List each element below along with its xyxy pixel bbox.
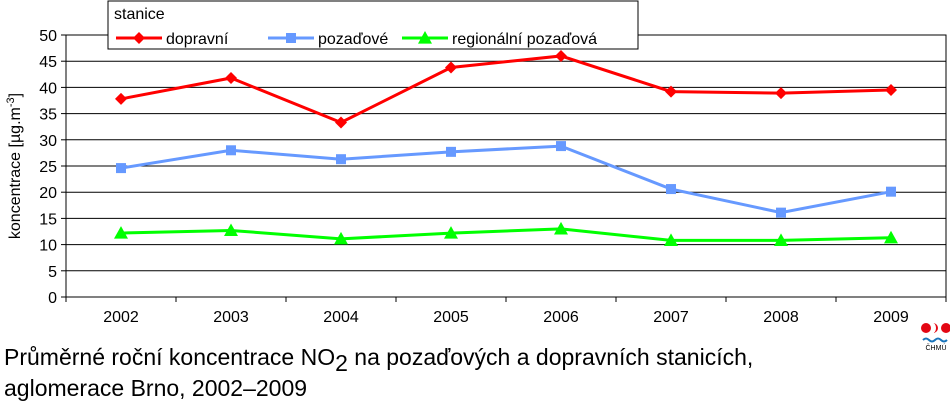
y-tick-label: 0 bbox=[48, 290, 57, 307]
x-tick-label: 2004 bbox=[323, 309, 359, 326]
data-point bbox=[225, 71, 237, 84]
legend-marker bbox=[133, 32, 145, 44]
data-point bbox=[776, 207, 786, 218]
data-point bbox=[884, 230, 898, 244]
x-tick-label: 2006 bbox=[543, 309, 579, 326]
caption-line-2: aglomerace Brno, 2002–2009 bbox=[4, 375, 308, 401]
chart-caption: Průměrné roční koncentrace NO2 na pozaďo… bbox=[4, 342, 753, 404]
logo-dot-left bbox=[921, 323, 931, 333]
x-tick-label: 2009 bbox=[873, 309, 909, 326]
x-tick-label: 2007 bbox=[653, 309, 689, 326]
x-tick-label: 2003 bbox=[213, 309, 249, 326]
legend-box bbox=[107, 0, 639, 50]
data-point bbox=[774, 233, 788, 247]
data-point bbox=[665, 85, 677, 98]
y-tick-label: 45 bbox=[39, 54, 57, 71]
legend: stanice dopravní pozaďové regionální pozaď… bbox=[107, 0, 639, 50]
series-2 bbox=[116, 141, 896, 218]
logo-crescent bbox=[933, 323, 938, 333]
data-point bbox=[334, 231, 348, 245]
data-point bbox=[116, 163, 126, 174]
y-tick-label: 5 bbox=[48, 264, 57, 281]
logo-dot-right bbox=[941, 323, 950, 333]
data-point bbox=[115, 92, 127, 105]
x-tick-label: 2008 bbox=[763, 309, 799, 326]
data-point bbox=[554, 221, 568, 235]
x-tick-label: 2002 bbox=[103, 309, 139, 326]
data-point bbox=[335, 116, 347, 129]
y-tick-label: 25 bbox=[39, 159, 57, 176]
y-tick-label: 20 bbox=[39, 185, 57, 202]
series-line bbox=[120, 54, 892, 125]
data-point bbox=[666, 184, 676, 195]
data-point bbox=[226, 145, 236, 156]
y-tick-label: 40 bbox=[39, 80, 57, 97]
series-layer bbox=[114, 49, 898, 247]
y-tick-label: 35 bbox=[39, 107, 57, 124]
legend-marker bbox=[418, 31, 432, 44]
data-point bbox=[555, 49, 567, 62]
y-axis: 0 5 10 15 20 25 30 35 40 45 50 bbox=[39, 28, 66, 307]
logo-wave bbox=[922, 337, 948, 343]
x-tick-label: 2005 bbox=[433, 309, 469, 326]
data-point bbox=[664, 233, 678, 247]
data-point bbox=[445, 61, 457, 74]
legend-entry: pozaďové bbox=[268, 31, 388, 48]
series-line bbox=[120, 144, 892, 215]
x-axis: 2002 2003 2004 2005 2006 2007 2008 2009 bbox=[65, 297, 947, 326]
series-1 bbox=[115, 49, 897, 129]
data-point bbox=[446, 146, 456, 157]
legend-entry: dopravní bbox=[116, 31, 229, 48]
logo-text: ČHMÚ bbox=[926, 343, 947, 352]
data-point bbox=[114, 226, 128, 239]
legend-title: stanice bbox=[114, 6, 165, 23]
legend-label: pozaďové bbox=[318, 31, 388, 48]
data-point bbox=[886, 186, 896, 197]
data-point bbox=[224, 223, 238, 237]
data-point bbox=[336, 154, 346, 165]
y-tick-label: 50 bbox=[39, 28, 57, 45]
y-tick-label: 10 bbox=[39, 238, 57, 255]
y-axis-label: koncentrace [µg.m-3] bbox=[5, 93, 24, 239]
data-point bbox=[556, 141, 566, 152]
y-tick-label: 15 bbox=[39, 211, 57, 228]
legend-entry: regionální pozaďová bbox=[402, 31, 597, 48]
legend-label: regionální pozaďová bbox=[452, 31, 597, 48]
legend-label: dopravní bbox=[166, 31, 229, 48]
caption-line-1: Průměrné roční koncentrace NO2 na pozaďo… bbox=[4, 344, 754, 376]
series-line bbox=[120, 227, 892, 242]
series-3 bbox=[114, 221, 898, 247]
data-point bbox=[885, 84, 897, 97]
y-tick-label: 30 bbox=[39, 133, 57, 150]
data-point bbox=[444, 226, 458, 239]
legend-marker bbox=[286, 33, 296, 43]
data-point bbox=[775, 87, 787, 100]
chmu-logo: ČHMÚ bbox=[921, 323, 950, 352]
